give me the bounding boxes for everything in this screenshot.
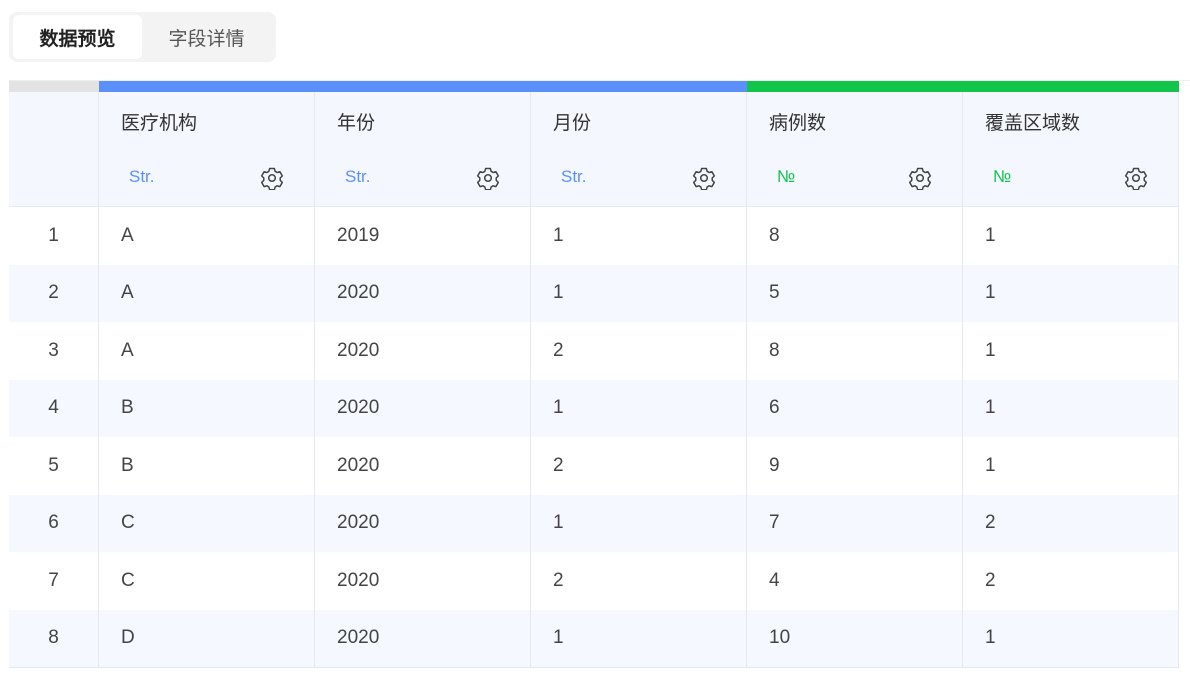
tab-field-details[interactable]: 字段详情 xyxy=(168,28,245,50)
row-index: 8 xyxy=(9,609,99,667)
table-row: 6 C 2020 1 7 2 xyxy=(9,494,1179,552)
table-cell: 2019 xyxy=(315,207,531,265)
table-row: 5 B 2020 2 9 1 xyxy=(9,437,1179,495)
table-cell: 1 xyxy=(531,379,747,437)
gear-icon[interactable] xyxy=(908,166,932,191)
tab-data-preview[interactable]: 数据预览 xyxy=(13,15,142,59)
row-index: 1 xyxy=(9,207,99,265)
table-cell: 8 xyxy=(747,207,963,265)
gear-icon[interactable] xyxy=(476,166,500,191)
table-cell: 1 xyxy=(963,609,1179,667)
row-index: 4 xyxy=(9,379,99,437)
row-index: 5 xyxy=(9,437,99,495)
row-index: 2 xyxy=(9,264,99,322)
table-cell: C xyxy=(99,494,315,552)
column-name: 月份 xyxy=(553,113,592,134)
table-cell: C xyxy=(99,552,315,610)
table-cell: A xyxy=(99,322,315,380)
table-cell: 6 xyxy=(747,379,963,437)
table-cell: 5 xyxy=(747,264,963,322)
column-type-bars xyxy=(9,81,1179,92)
string-type-icon[interactable]: Str. xyxy=(561,167,587,186)
table-cell: A xyxy=(99,207,315,265)
index-header xyxy=(9,92,99,206)
table-cell: 2020 xyxy=(315,437,531,495)
table-cell: 2 xyxy=(531,552,747,610)
table-cell: 9 xyxy=(747,437,963,495)
table-cell: 8 xyxy=(747,322,963,380)
view-tabs: 数据预览 字段详情 xyxy=(9,12,276,62)
string-type-icon[interactable]: Str. xyxy=(129,167,155,186)
divider xyxy=(9,80,1190,81)
table-cell: B xyxy=(99,437,315,495)
table-row: 7 C 2020 2 4 2 xyxy=(9,552,1179,610)
row-index: 3 xyxy=(9,322,99,380)
table-cell: D xyxy=(99,609,315,667)
table-cell: 2020 xyxy=(315,609,531,667)
table-cell: 1 xyxy=(531,264,747,322)
column-header[interactable]: 覆盖区域数 № xyxy=(963,92,1179,206)
type-bar-string xyxy=(315,81,531,92)
table-cell: 2020 xyxy=(315,552,531,610)
table-cell: B xyxy=(99,379,315,437)
type-bar-number xyxy=(963,81,1179,92)
index-bar xyxy=(9,81,99,92)
column-header[interactable]: 月份 Str. xyxy=(531,92,747,206)
table-cell: 1 xyxy=(963,437,1179,495)
table-row: 2 A 2020 1 5 1 xyxy=(9,264,1179,322)
table-cell: 4 xyxy=(747,552,963,610)
table-cell: 2020 xyxy=(315,264,531,322)
table-cell: 1 xyxy=(531,494,747,552)
column-name: 病例数 xyxy=(769,113,827,134)
column-name: 年份 xyxy=(337,113,376,134)
table-cell: 1 xyxy=(963,264,1179,322)
table-row: 8 D 2020 1 10 1 xyxy=(9,609,1179,667)
number-type-icon[interactable]: № xyxy=(993,167,1012,186)
column-name: 医疗机构 xyxy=(121,113,198,134)
row-index: 7 xyxy=(9,552,99,610)
table-row: 1 A 2019 1 8 1 xyxy=(9,207,1179,265)
table-cell: 2020 xyxy=(315,494,531,552)
table-cell: 2 xyxy=(963,494,1179,552)
data-table: 医疗机构 Str. 年份 Str. 月份 Str. 病例数 № 覆盖区域数 № … xyxy=(9,81,1179,668)
table-header: 医疗机构 Str. 年份 Str. 月份 Str. 病例数 № 覆盖区域数 № xyxy=(9,92,1179,207)
column-header[interactable]: 病例数 № xyxy=(747,92,963,206)
type-bar-string xyxy=(531,81,747,92)
column-name: 覆盖区域数 xyxy=(985,113,1081,134)
table-cell: 1 xyxy=(531,609,747,667)
gear-icon[interactable] xyxy=(692,166,716,191)
number-type-icon[interactable]: № xyxy=(777,167,796,186)
table-cell: 2 xyxy=(531,322,747,380)
gear-icon[interactable] xyxy=(1124,166,1148,191)
table-cell: 10 xyxy=(747,609,963,667)
table-body: 1 A 2019 1 8 1 2 A 2020 1 5 1 3 A 2020 2 8 1 4 B 2020 1 6 1 5 B 20… xyxy=(9,207,1179,668)
row-index: 6 xyxy=(9,494,99,552)
column-header[interactable]: 年份 Str. xyxy=(315,92,531,206)
table-cell: 1 xyxy=(963,379,1179,437)
gear-icon[interactable] xyxy=(260,166,284,191)
table-cell: 7 xyxy=(747,494,963,552)
table-cell: 1 xyxy=(531,207,747,265)
table-cell: 2020 xyxy=(315,379,531,437)
column-header[interactable]: 医疗机构 Str. xyxy=(99,92,315,206)
table-cell: 2020 xyxy=(315,322,531,380)
type-bar-number xyxy=(747,81,963,92)
table-cell: 2 xyxy=(531,437,747,495)
table-cell: 2 xyxy=(963,552,1179,610)
table-cell: 1 xyxy=(963,322,1179,380)
table-cell: A xyxy=(99,264,315,322)
table-cell: 1 xyxy=(963,207,1179,265)
type-bar-string xyxy=(99,81,315,92)
table-row: 4 B 2020 1 6 1 xyxy=(9,379,1179,437)
string-type-icon[interactable]: Str. xyxy=(345,167,371,186)
table-row: 3 A 2020 2 8 1 xyxy=(9,322,1179,380)
